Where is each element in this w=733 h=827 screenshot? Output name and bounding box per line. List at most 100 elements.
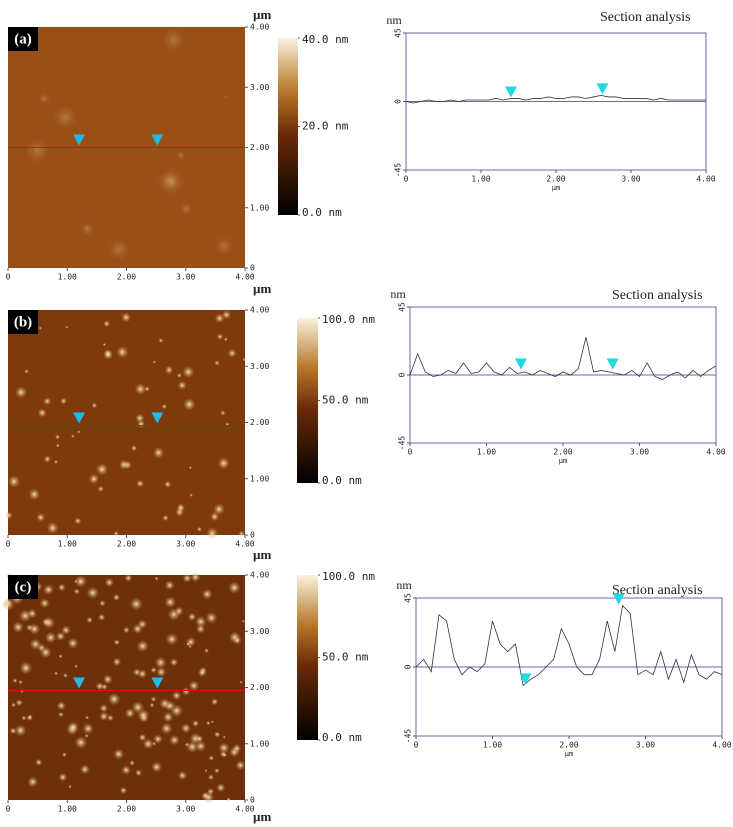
afm-grain [55,443,60,448]
afm-grain [53,671,59,676]
afm-grain [95,682,104,691]
colorbar-label: 0.0 nm [322,731,362,744]
afm-grain [112,593,120,601]
afm-grain [151,761,163,773]
afm-grain [84,715,90,720]
colorbar [297,318,318,483]
x-axis-label: µm [565,750,573,758]
section-profile [409,337,717,380]
afm-grain [177,770,188,781]
afm-grain [12,621,24,633]
afm-grain [149,702,155,708]
afm-grain [177,380,187,390]
x-tick-label: 4.00 [712,741,731,750]
axis-unit: µm [253,7,271,22]
afm-grain [160,722,173,735]
afm-grain [224,95,228,99]
colorbar-label: 100.0 nm [322,313,375,326]
afm-grain [181,687,191,696]
y-tick-label: 0 [404,664,413,669]
afm-grain [232,743,242,753]
afm-grain [164,580,175,591]
afm-grain [113,530,119,537]
afm-grain [14,724,27,737]
section-profile [415,604,723,687]
afm-grain [132,668,141,677]
afm-grain [175,507,185,517]
section-cursor [73,412,86,424]
y-tick-label: 45 [394,28,403,38]
afm-grain [4,511,13,520]
afm-grain [204,648,210,654]
afm-grain [57,583,66,592]
afm-grain [95,463,109,476]
y-tick-label: 3.00 [250,627,269,636]
x-tick-label: 0 [404,175,409,184]
panel-label-bg [8,27,38,51]
afm-grain [37,408,47,418]
afm-grain [154,576,159,581]
afm-grain [97,485,104,492]
afm-grain [43,397,52,406]
afm-grain [71,434,75,438]
cursor-marker [505,86,517,98]
x-tick-label: 3.00 [630,448,649,457]
x-tick-label: 2.00 [553,448,572,457]
afm-grain [129,760,135,766]
afm-grain [213,731,221,738]
afm-grain [218,742,230,754]
section-cursor [151,677,164,689]
afm-grain [176,150,186,160]
x-tick-label: 3.00 [621,175,640,184]
afm-grain [19,661,33,675]
afm-grain [226,797,231,802]
afm-grain [214,767,220,774]
chart-title: Section analysis [612,583,703,598]
x-tick-label: 3.00 [176,805,195,814]
x-tick-label: 2.00 [117,805,136,814]
afm-grain [206,527,219,540]
x-tick-label: 1.00 [477,448,496,457]
cursor-marker [606,358,619,370]
afm-grain [67,721,79,733]
cursor-marker [514,358,527,370]
colorbar-label: 20.0 nm [302,120,349,133]
afm-grain [77,430,81,434]
afm-grain [54,434,61,440]
afm-grain [183,398,196,411]
afm-grain [120,312,132,323]
afm-grain [88,473,100,485]
afm-grain [162,711,174,723]
afm-grain [112,657,122,667]
afm-grain [12,678,18,684]
y-tick-label: 0 [250,796,255,805]
afm-grain [14,386,28,399]
afm-grain [182,365,195,379]
y-tick-label: 1.00 [250,203,269,212]
afm-grain [201,588,213,600]
afm-grain [58,654,63,659]
x-tick-label: 1.00 [483,741,502,750]
y-tick-label: 4.00 [250,571,269,580]
afm-grain [232,635,242,645]
afm-grain [79,764,90,775]
axis-unit: µm [253,809,271,824]
colorbar-label: 50.0 nm [322,651,369,664]
afm-grain [207,774,214,781]
afm-grain [165,632,179,646]
afm-grain [216,783,226,793]
y-tick-label: -45 [398,436,407,451]
afm-grain [80,222,95,236]
afm-grain [216,333,224,341]
afm-grain [138,733,147,742]
chart-title: Section analysis [612,288,703,303]
y-tick-label: 45 [398,302,407,312]
afm-grain [44,631,57,644]
colorbar-label: 40.0 nm [302,33,349,46]
afm-grain [124,574,133,582]
y-axis-label: nm [396,578,412,592]
panel-label: (c) [15,579,32,595]
afm-grain [190,572,201,583]
x-tick-label: 2.00 [559,741,578,750]
afm-grain [113,748,125,760]
